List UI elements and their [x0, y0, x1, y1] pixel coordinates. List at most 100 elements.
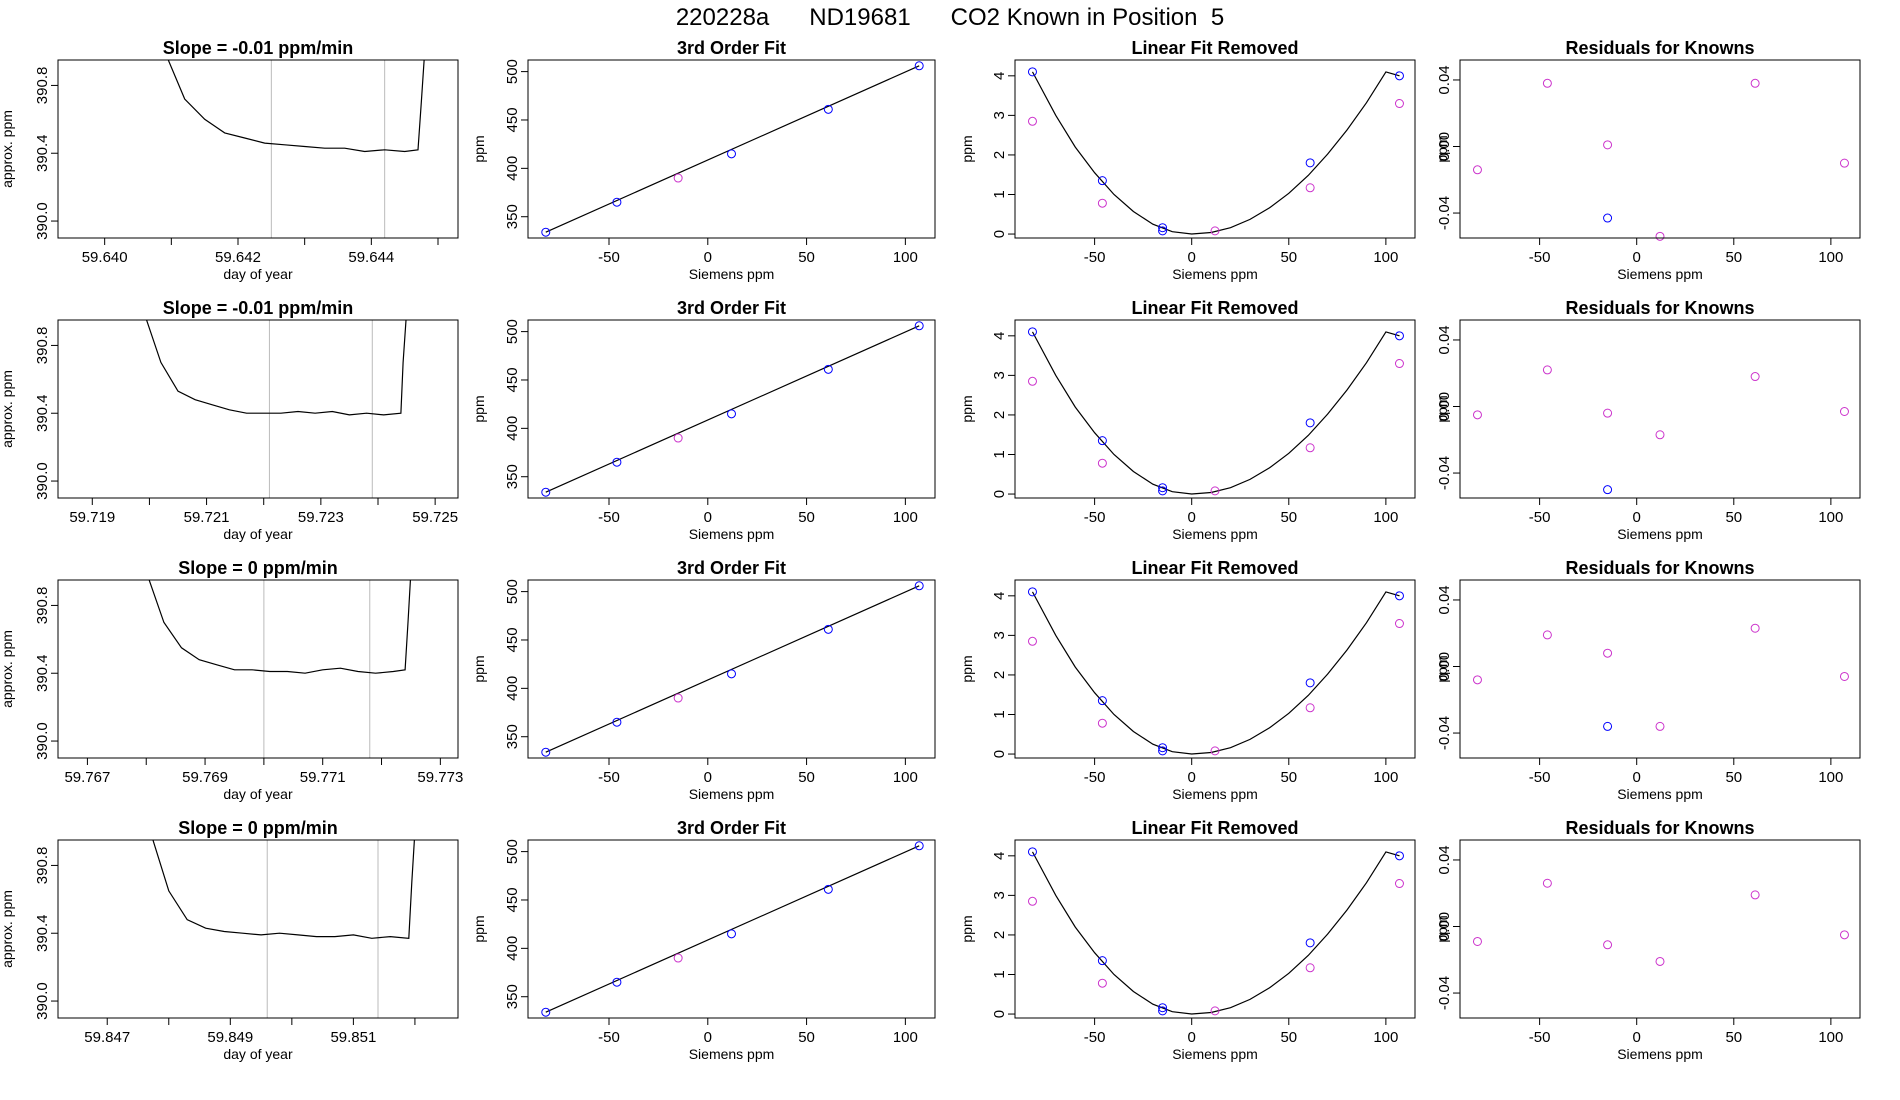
resid-xtick-label-1-2: 50 [1725, 509, 1742, 526]
time-xtick-label-3-1: 59.849 [207, 1029, 253, 1046]
linear-known-point-2-0 [1027, 587, 1037, 597]
linear-title-2: Linear Fit Removed [1131, 558, 1298, 578]
fit-xtick-label-3-2: 50 [798, 1029, 815, 1046]
time-series-line-2 [148, 580, 412, 674]
linear-title-0: Linear Fit Removed [1131, 38, 1298, 58]
fit-ytick-label-3-0: 350 [504, 984, 521, 1009]
linear-xlabel-0: Siemens ppm [1172, 266, 1258, 282]
resid-ytick-label-2-2: 0.04 [1436, 585, 1453, 614]
fit-xtick-label-1-0: -50 [598, 509, 620, 526]
resid-unknown-point-2-1 [1542, 630, 1552, 640]
linear-ytick-label-0-1: 1 [991, 190, 1008, 198]
resid-ylabel-3: ppm [1434, 915, 1450, 942]
slope-title-1: Slope = -0.01 ppm/min [163, 298, 354, 318]
linear-known-point-2-2 [1158, 746, 1168, 756]
linear-known-point-2-3 [1158, 743, 1168, 753]
time-xtick-label-2-3: 59.773 [417, 769, 463, 786]
linear-xtick-label-2-2: 50 [1280, 769, 1297, 786]
linear-ytick-label-1-2: 2 [991, 411, 1008, 419]
resid-known-point-0-0 [1603, 213, 1613, 223]
fit-xtick-label-2-2: 50 [798, 769, 815, 786]
resid-xtick-label-0-2: 50 [1725, 249, 1742, 266]
fit-xlabel-0: Siemens ppm [689, 266, 775, 282]
fit-known-point-1-4 [914, 321, 924, 331]
linear-ytick-label-2-0: 0 [991, 750, 1008, 758]
linear-known-point-3-5 [1394, 851, 1404, 861]
time-xtick-label-2-2: 59.771 [300, 769, 346, 786]
linear-unknown-point-1-0 [1027, 376, 1037, 386]
linear-ytick-label-1-0: 0 [991, 490, 1008, 498]
resid-ytick-label-0-1: 0.00 [1436, 132, 1453, 161]
linear-plot-frame-2 [1014, 579, 1416, 759]
resid-ytick-label-3-2: 0.04 [1436, 845, 1453, 874]
resid-unknown-point-0-5 [1839, 158, 1849, 168]
time-xtick-label-3-2: 59.851 [330, 1029, 376, 1046]
linear-known-point-1-3 [1158, 483, 1168, 493]
linear-curve-0 [1031, 71, 1400, 235]
linear-unknown-point-3-3 [1305, 963, 1315, 973]
linear-ytick-label-2-3: 3 [991, 631, 1008, 639]
linear-unknown-point-3-0 [1027, 896, 1037, 906]
linear-title-3: Linear Fit Removed [1131, 818, 1298, 838]
fit-known-point-1-0 [541, 487, 551, 497]
fit-xtick-label-0-0: -50 [598, 249, 620, 266]
linear-unknown-point-0-0 [1027, 116, 1037, 126]
fit-ytick-label-0-2: 450 [504, 107, 521, 132]
fit-xtick-label-3-0: -50 [598, 1029, 620, 1046]
time-ylabel-2: approx. ppm [0, 630, 15, 708]
linear-ytick-label-3-4: 4 [991, 852, 1008, 860]
resid-ylabel-2: ppm [1434, 655, 1450, 682]
linear-unknown-point-2-3 [1305, 703, 1315, 713]
fit-ytick-label-1-3: 500 [504, 319, 521, 344]
time-ylabel-3: approx. ppm [0, 890, 15, 968]
fit-title-2: 3rd Order Fit [677, 558, 786, 578]
fit-ylabel-1: ppm [471, 395, 487, 422]
linear-known-point-0-5 [1394, 71, 1404, 81]
fit-ytick-label-2-0: 350 [504, 724, 521, 749]
fit-unknown-point-1-0 [673, 433, 683, 443]
linear-xtick-label-0-1: 0 [1188, 249, 1196, 266]
resid-ytick-label-1-0: -0.04 [1436, 456, 1453, 490]
linear-xtick-label-2-1: 0 [1188, 769, 1196, 786]
resid-xtick-label-2-3: 100 [1818, 769, 1843, 786]
fit-xtick-label-2-1: 0 [704, 769, 712, 786]
time-xlabel-1: day of year [223, 526, 293, 542]
time-ytick-label-3-0: 390.0 [34, 982, 51, 1020]
fit-ytick-label-1-2: 450 [504, 367, 521, 392]
fit-ytick-label-3-1: 400 [504, 936, 521, 961]
linear-xtick-label-1-1: 0 [1188, 509, 1196, 526]
resid-unknown-point-3-0 [1472, 936, 1482, 946]
resid-unknown-point-0-3 [1655, 231, 1665, 241]
linear-unknown-point-3-1 [1097, 978, 1107, 988]
fit-known-point-1-3 [823, 364, 833, 374]
resid-unknown-point-0-0 [1472, 165, 1482, 175]
linear-ylabel-3: ppm [959, 915, 975, 942]
time-ylabel-0: approx. ppm [0, 110, 15, 188]
linear-ylabel-2: ppm [959, 655, 975, 682]
resid-unknown-point-2-5 [1839, 671, 1849, 681]
fit-title-1: 3rd Order Fit [677, 298, 786, 318]
time-xtick-label-1-0: 59.719 [69, 509, 115, 526]
linear-unknown-point-1-3 [1305, 443, 1315, 453]
linear-xtick-label-1-2: 50 [1280, 509, 1297, 526]
time-ytick-label-0-1: 390.4 [34, 134, 51, 172]
time-ytick-label-3-1: 390.4 [34, 914, 51, 952]
resid-plot-frame-0 [1459, 59, 1861, 239]
fit-line-0 [545, 65, 920, 233]
linear-known-point-2-1 [1097, 696, 1107, 706]
resid-xtick-label-0-3: 100 [1818, 249, 1843, 266]
resid-unknown-point-0-4 [1750, 78, 1760, 88]
linear-unknown-point-2-2 [1210, 746, 1220, 756]
fit-xtick-label-3-3: 100 [893, 1029, 918, 1046]
linear-unknown-point-3-2 [1210, 1006, 1220, 1016]
fit-known-point-0-0 [541, 227, 551, 237]
time-ytick-label-1-2: 390.8 [34, 327, 51, 365]
resid-xlabel-2: Siemens ppm [1617, 786, 1703, 802]
time-ytick-label-2-2: 390.8 [34, 587, 51, 625]
fit-plot-frame-1 [527, 319, 936, 499]
resid-title-1: Residuals for Knowns [1565, 298, 1754, 318]
time-xtick-label-1-2: 59.723 [298, 509, 344, 526]
slope-title-3: Slope = 0 ppm/min [178, 818, 338, 838]
linear-plot-frame-1 [1014, 319, 1416, 499]
resid-xlabel-3: Siemens ppm [1617, 1046, 1703, 1062]
